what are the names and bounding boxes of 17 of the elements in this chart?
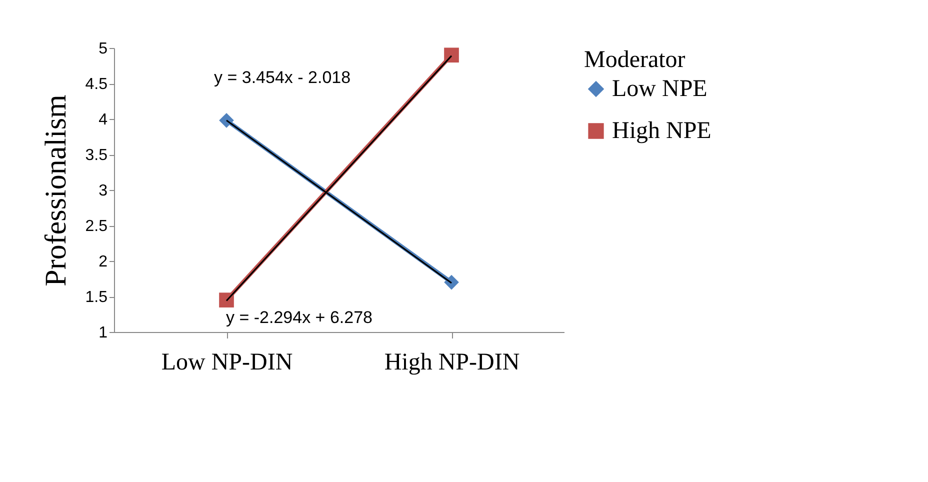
y-tick-label: 5 xyxy=(98,40,108,58)
annotation: y = 3.454x - 2.018 xyxy=(214,68,351,87)
y-tick-label: 4.5 xyxy=(85,76,108,93)
legend-label: Low NPE xyxy=(612,76,708,102)
legend-label: High NPE xyxy=(612,118,712,144)
y-tick-label: 3.5 xyxy=(85,147,108,164)
x-tick-label: High NP-DIN xyxy=(384,350,520,376)
y-tick-label: 2 xyxy=(98,254,108,270)
y-tick-label: 4 xyxy=(98,112,108,128)
y-tick-label: 1.5 xyxy=(85,289,108,306)
y-tick-label: 2.5 xyxy=(85,218,108,235)
y-tick-label: 3 xyxy=(98,182,108,200)
annotation: y = -2.294x + 6.278 xyxy=(226,308,372,327)
y-axis-title: Professionalism xyxy=(39,94,72,286)
y-tick-label: 1 xyxy=(98,324,108,342)
x-tick-label: Low NP-DIN xyxy=(161,350,293,376)
legend-title: Moderator xyxy=(584,47,686,73)
